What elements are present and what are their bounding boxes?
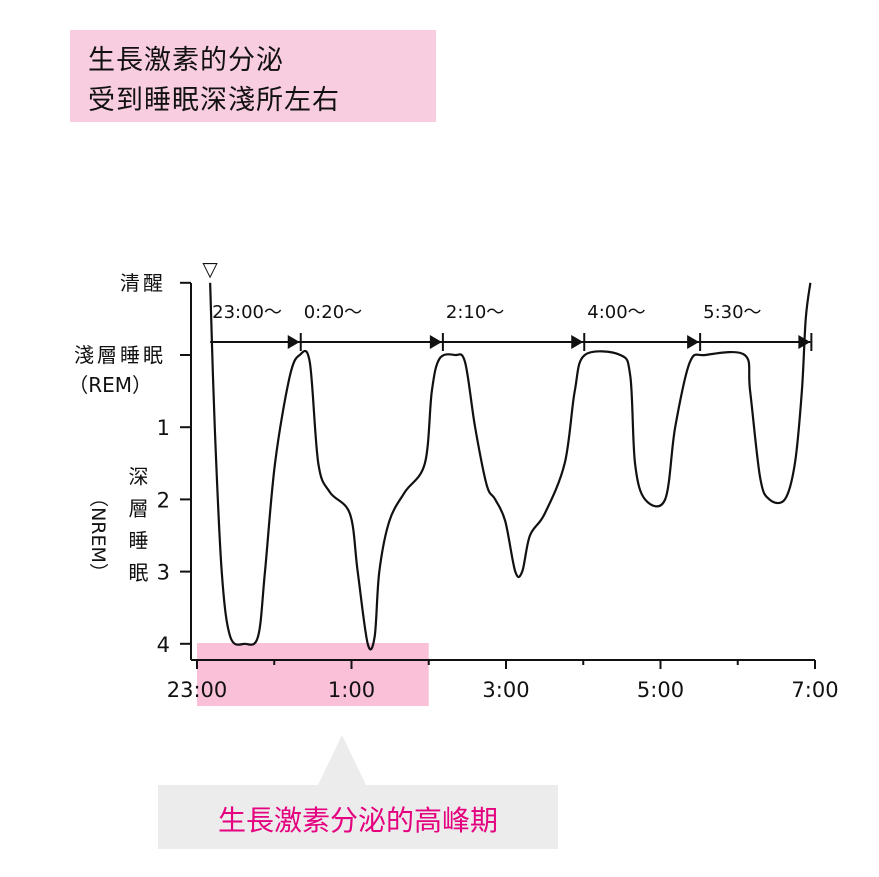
cycle-label: 0:20～ (304, 302, 362, 323)
peak-highlight (197, 643, 429, 706)
callout-box: 生長激素分泌的高峰期 (158, 785, 558, 849)
cycle-arrowhead (287, 335, 300, 349)
x-tick-label: 1:00 (328, 678, 375, 702)
start-marker: ▽ (202, 257, 218, 281)
callout-text: 生長激素分泌的高峰期 (217, 804, 498, 837)
cycle-arrowhead (429, 335, 442, 349)
cycle-arrowhead (687, 335, 700, 349)
y-group-label: 深層睡眠 (125, 466, 149, 594)
y-tick-label: 2 (157, 488, 170, 512)
x-tick-label: 3:00 (482, 678, 529, 702)
y-tick-sublabel: （REM） (68, 373, 152, 397)
sleep-depth-line (209, 282, 812, 651)
cycle-label: 4:00～ (587, 302, 645, 323)
y-tick-label: 4 (157, 633, 170, 657)
y-tick-label: 淺層睡眠 (74, 343, 166, 367)
title-line-2: 受到睡眠深淺所左右 (88, 85, 340, 116)
y-tick-label: 清醒 (120, 271, 166, 295)
cycle-label: 5:30～ (703, 302, 761, 323)
x-tick-label: 23:00 (167, 678, 228, 702)
cycle-label: 23:00～ (212, 302, 282, 323)
cycle-arrowhead (571, 335, 584, 349)
x-tick-label: 5:00 (637, 678, 684, 702)
cycle-label: 2:10～ (446, 302, 504, 323)
title-line-1: 生長激素的分泌 (88, 45, 284, 76)
y-tick-label: 3 (157, 561, 170, 585)
title-box: 生長激素的分泌 受到睡眠深淺所左右 (70, 30, 436, 122)
x-tick-label: 7:00 (791, 678, 838, 702)
y-tick-label: 1 (157, 416, 170, 440)
callout-pointer (318, 735, 366, 785)
y-group-sublabel: （NREM） (87, 488, 109, 582)
